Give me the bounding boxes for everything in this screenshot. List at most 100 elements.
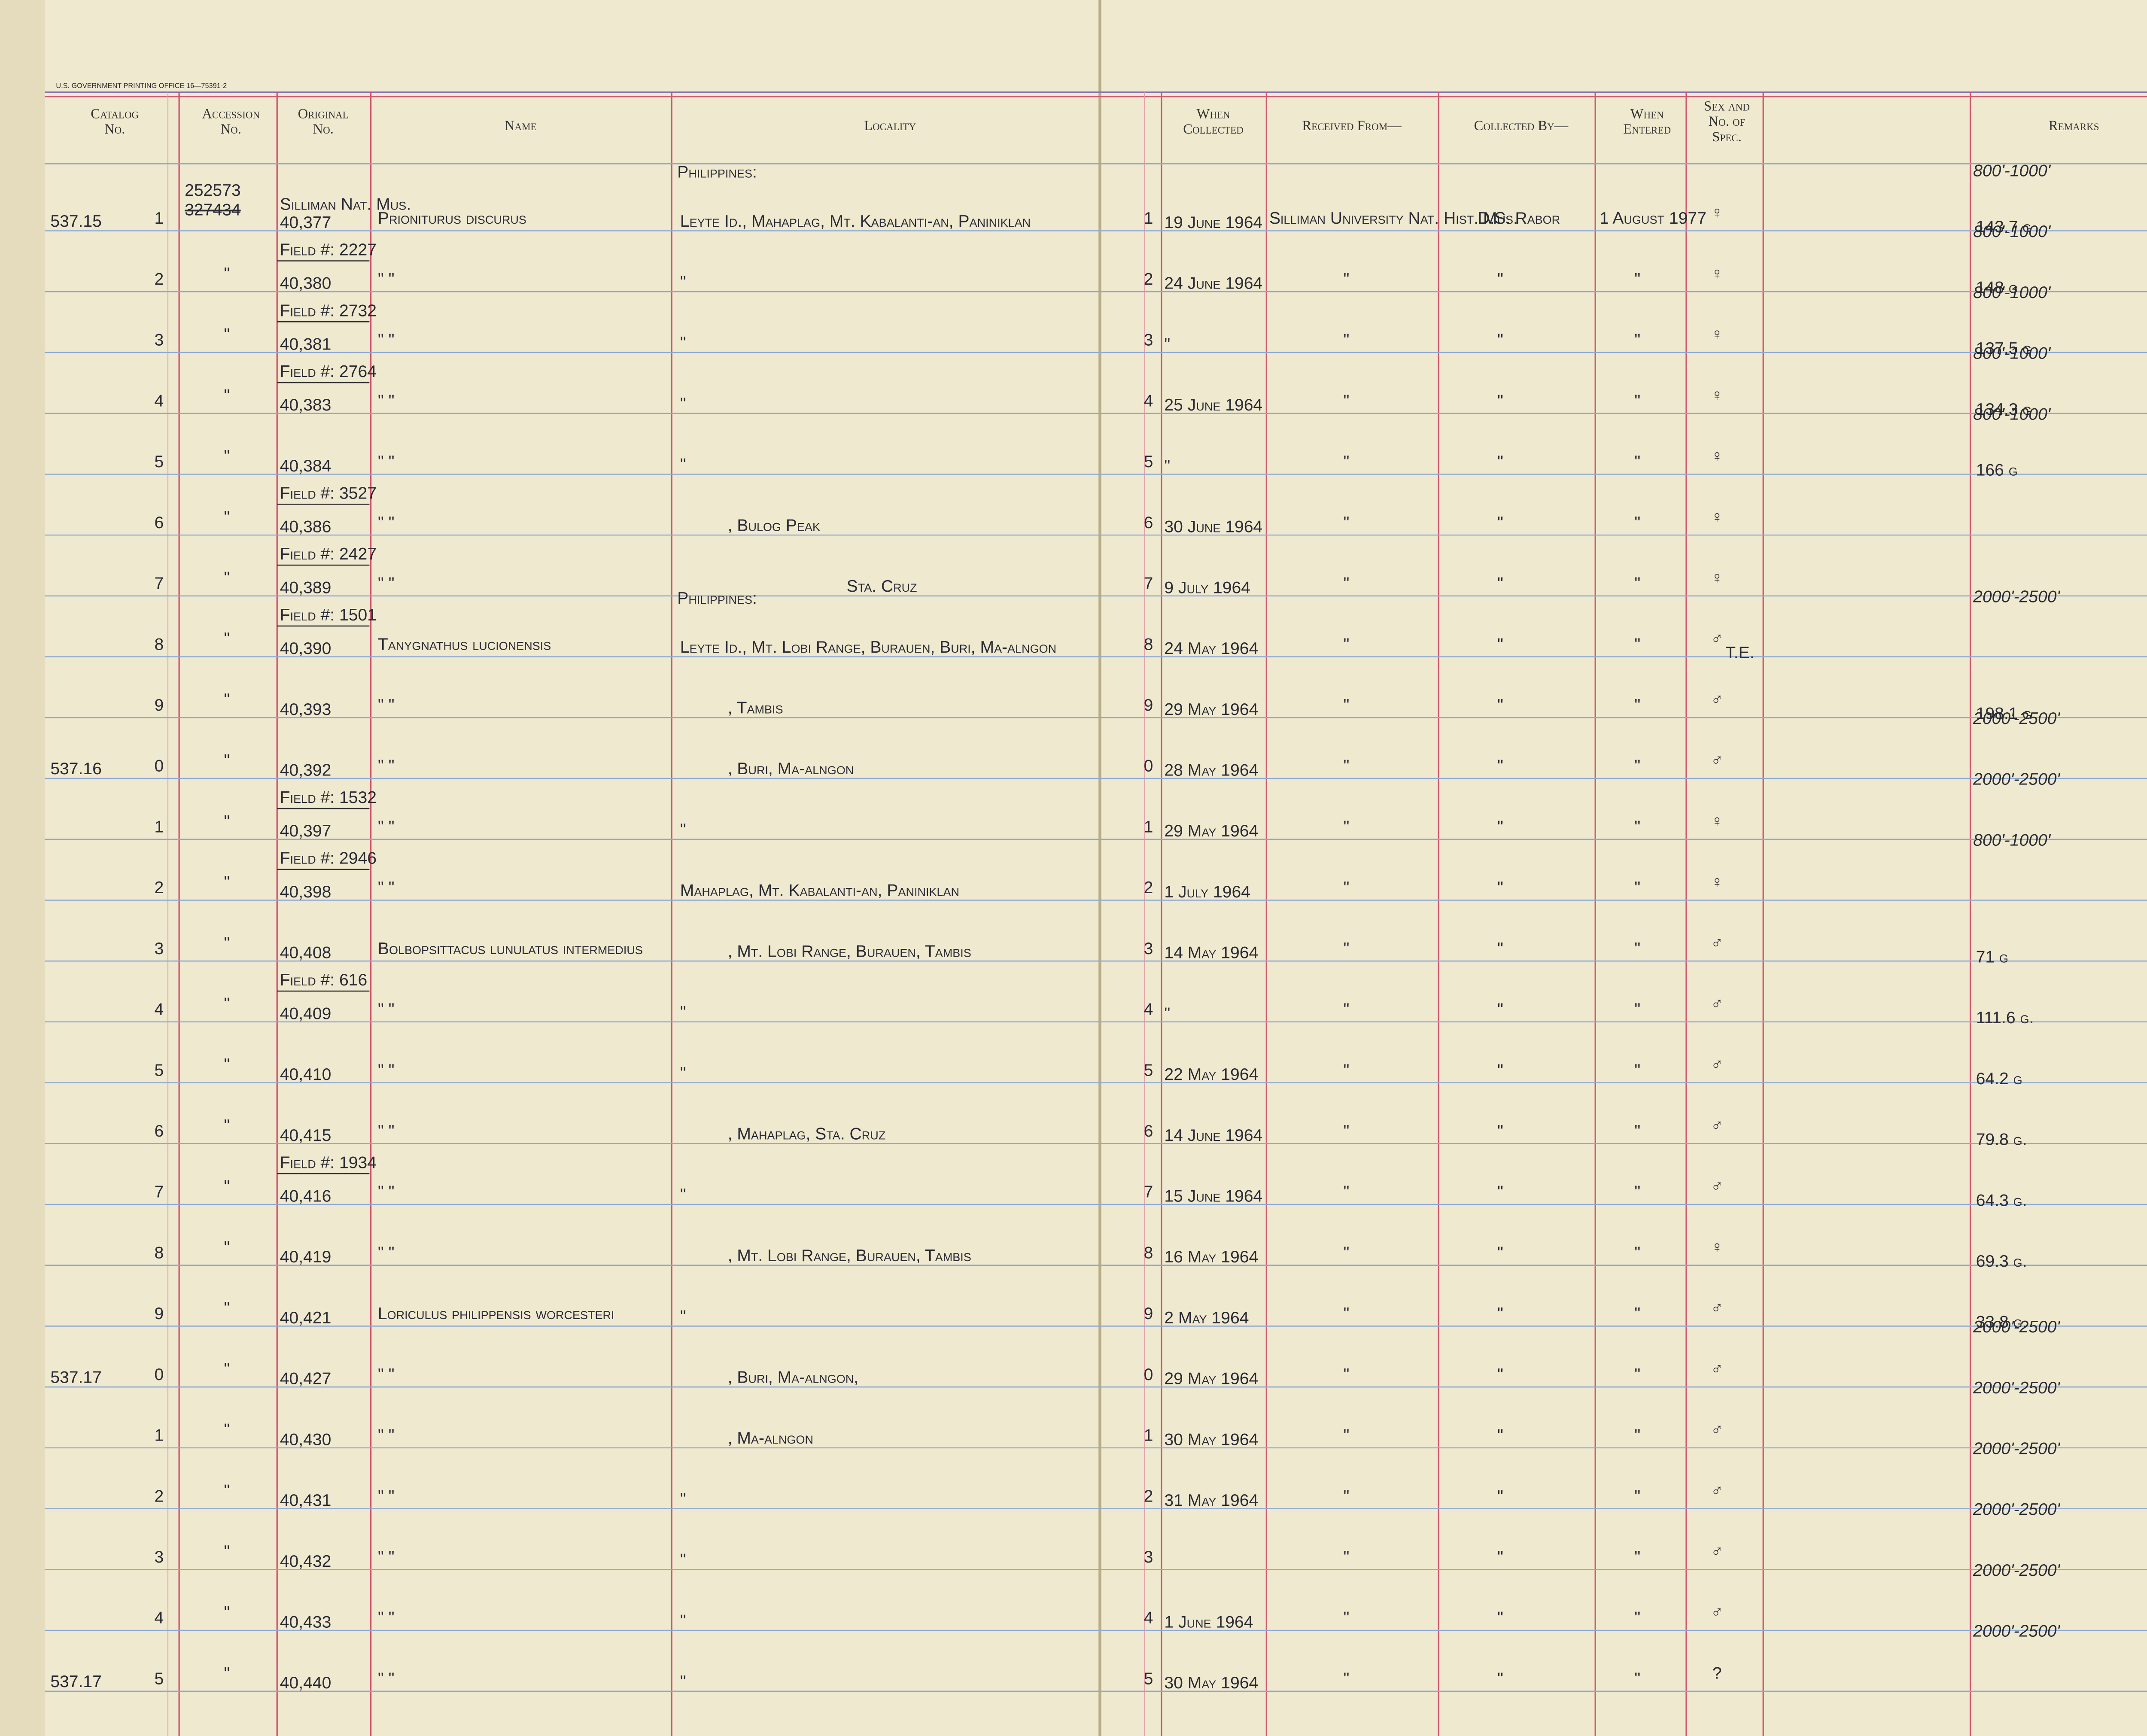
- original-number: 40,380: [280, 274, 331, 293]
- line-number: 2: [155, 879, 164, 897]
- weight: 148 g: [1976, 279, 2018, 297]
- sex: ♀: [1711, 812, 1723, 830]
- line-number: 9: [155, 696, 164, 714]
- line-number: 3: [1144, 939, 1153, 958]
- sex: ♂: [1711, 1481, 1723, 1500]
- line-number: 1: [155, 1426, 164, 1445]
- weight: 79.8 g.: [1976, 1131, 2027, 1149]
- collected-by: ": [1497, 1548, 1503, 1566]
- when-entered: ": [1634, 939, 1640, 958]
- name: " ": [378, 1426, 395, 1445]
- elevation: 2000'-2500': [1973, 770, 2060, 789]
- when-collected: 24 June 1964: [1164, 274, 1262, 293]
- accession-number: ": [224, 934, 230, 952]
- line-number: 0: [155, 757, 164, 775]
- received-from: ": [1344, 1609, 1350, 1627]
- sex: ♀: [1711, 204, 1723, 222]
- accession-number: ": [224, 1177, 230, 1196]
- received-from: Silliman University Nat. Hist. Mus.: [1269, 209, 1518, 228]
- name: Bolbopsittacus lunulatus intermedius: [378, 939, 643, 958]
- accession-number: ": [224, 1421, 230, 1439]
- original-number: 40,416: [280, 1187, 331, 1206]
- elevation: 800'-1000': [1973, 344, 2051, 363]
- weight: 134.3 g: [1976, 400, 2032, 419]
- received-from: ": [1344, 1669, 1350, 1688]
- accession-number: ": [224, 690, 230, 709]
- accession-number: ": [224, 569, 230, 587]
- locality: Sta. Cruz: [847, 577, 917, 596]
- original-number: 40,381: [280, 335, 331, 353]
- when-entered: ": [1634, 696, 1640, 714]
- accession-number: ": [224, 386, 230, 404]
- sex: ♂: [1711, 1116, 1723, 1135]
- collected-by: D.S. Rabor: [1478, 209, 1560, 228]
- line-number: 7: [155, 575, 164, 593]
- field-number: Field #: 2946: [280, 849, 377, 868]
- column-header: When: [1196, 106, 1230, 122]
- accession-number: ": [224, 629, 230, 648]
- sex: ♂: [1711, 1603, 1723, 1622]
- collected-by: ": [1497, 1061, 1503, 1079]
- when-collected: 1 July 1964: [1164, 883, 1250, 901]
- locality: , Mahaplag, Sta. Cruz: [728, 1125, 886, 1143]
- received-from: ": [1344, 939, 1350, 958]
- original-number: 40,409: [280, 1004, 331, 1023]
- original-number: 40,432: [280, 1552, 331, 1571]
- when-entered: ": [1634, 1000, 1640, 1019]
- original-number: 40,393: [280, 700, 331, 719]
- received-from: ": [1344, 879, 1350, 897]
- sex: ?: [1712, 1664, 1722, 1682]
- accession-number: ": [224, 325, 230, 344]
- name: " ": [378, 1243, 395, 1262]
- weight: 64.3 g.: [1976, 1191, 2027, 1210]
- column-header: No.: [313, 122, 334, 137]
- name: Loriculus philippensis worcesteri: [378, 1304, 614, 1323]
- locality: , Bulog Peak: [728, 516, 820, 535]
- line-number: 5: [155, 1061, 164, 1079]
- column-header: Collected By—: [1474, 118, 1569, 134]
- collected-by: ": [1497, 696, 1503, 714]
- line-number: 3: [155, 331, 164, 350]
- weight: 111.6 g.: [1976, 1009, 2034, 1027]
- accession-number: 252573: [185, 181, 240, 200]
- received-from: ": [1344, 392, 1350, 410]
- field-number: Field #: 2732: [280, 301, 377, 320]
- name: " ": [378, 696, 395, 714]
- collected-by: ": [1497, 1365, 1503, 1384]
- name: " ": [378, 1122, 395, 1140]
- locality: ": [680, 395, 686, 413]
- locality-header: Philippines:: [677, 589, 757, 608]
- collected-by: ": [1497, 514, 1503, 532]
- received-from: ": [1344, 270, 1350, 289]
- name: " ": [378, 392, 395, 410]
- received-from: ": [1344, 818, 1350, 836]
- catalog-number: 537.17: [50, 1368, 102, 1386]
- locality-header: Philippines:: [677, 163, 757, 182]
- when-collected: 16 May 1964: [1164, 1248, 1258, 1266]
- when-collected: 14 June 1964: [1164, 1126, 1262, 1145]
- column-header: Entered: [1623, 122, 1671, 137]
- sex: ♂: [1711, 1542, 1723, 1561]
- name: " ": [378, 1365, 395, 1384]
- line-number: 6: [155, 514, 164, 532]
- catalog-number: 537.15: [50, 212, 102, 231]
- when-entered: ": [1634, 1365, 1640, 1384]
- when-entered: ": [1634, 1122, 1640, 1140]
- original-number: 40,415: [280, 1126, 331, 1145]
- line-number: 6: [1144, 1122, 1153, 1140]
- line-number: 4: [155, 1609, 164, 1627]
- elevation: 2000'-2500': [1973, 1379, 2060, 1397]
- line-number: 8: [155, 635, 164, 654]
- locality: ": [680, 1551, 686, 1569]
- name: " ": [378, 1061, 395, 1079]
- accession-struck: 327434: [185, 201, 240, 219]
- column-header: When: [1630, 106, 1664, 122]
- collected-by: ": [1497, 392, 1503, 410]
- name: " ": [378, 1609, 395, 1627]
- original-number: 40,389: [280, 578, 331, 597]
- name: " ": [378, 270, 395, 289]
- locality: Leyte Id., Mt. Lobi Range, Burauen, Buri…: [680, 638, 1056, 657]
- line-number: 4: [155, 392, 164, 410]
- line-number: 5: [1144, 1669, 1153, 1688]
- received-from: ": [1344, 757, 1350, 775]
